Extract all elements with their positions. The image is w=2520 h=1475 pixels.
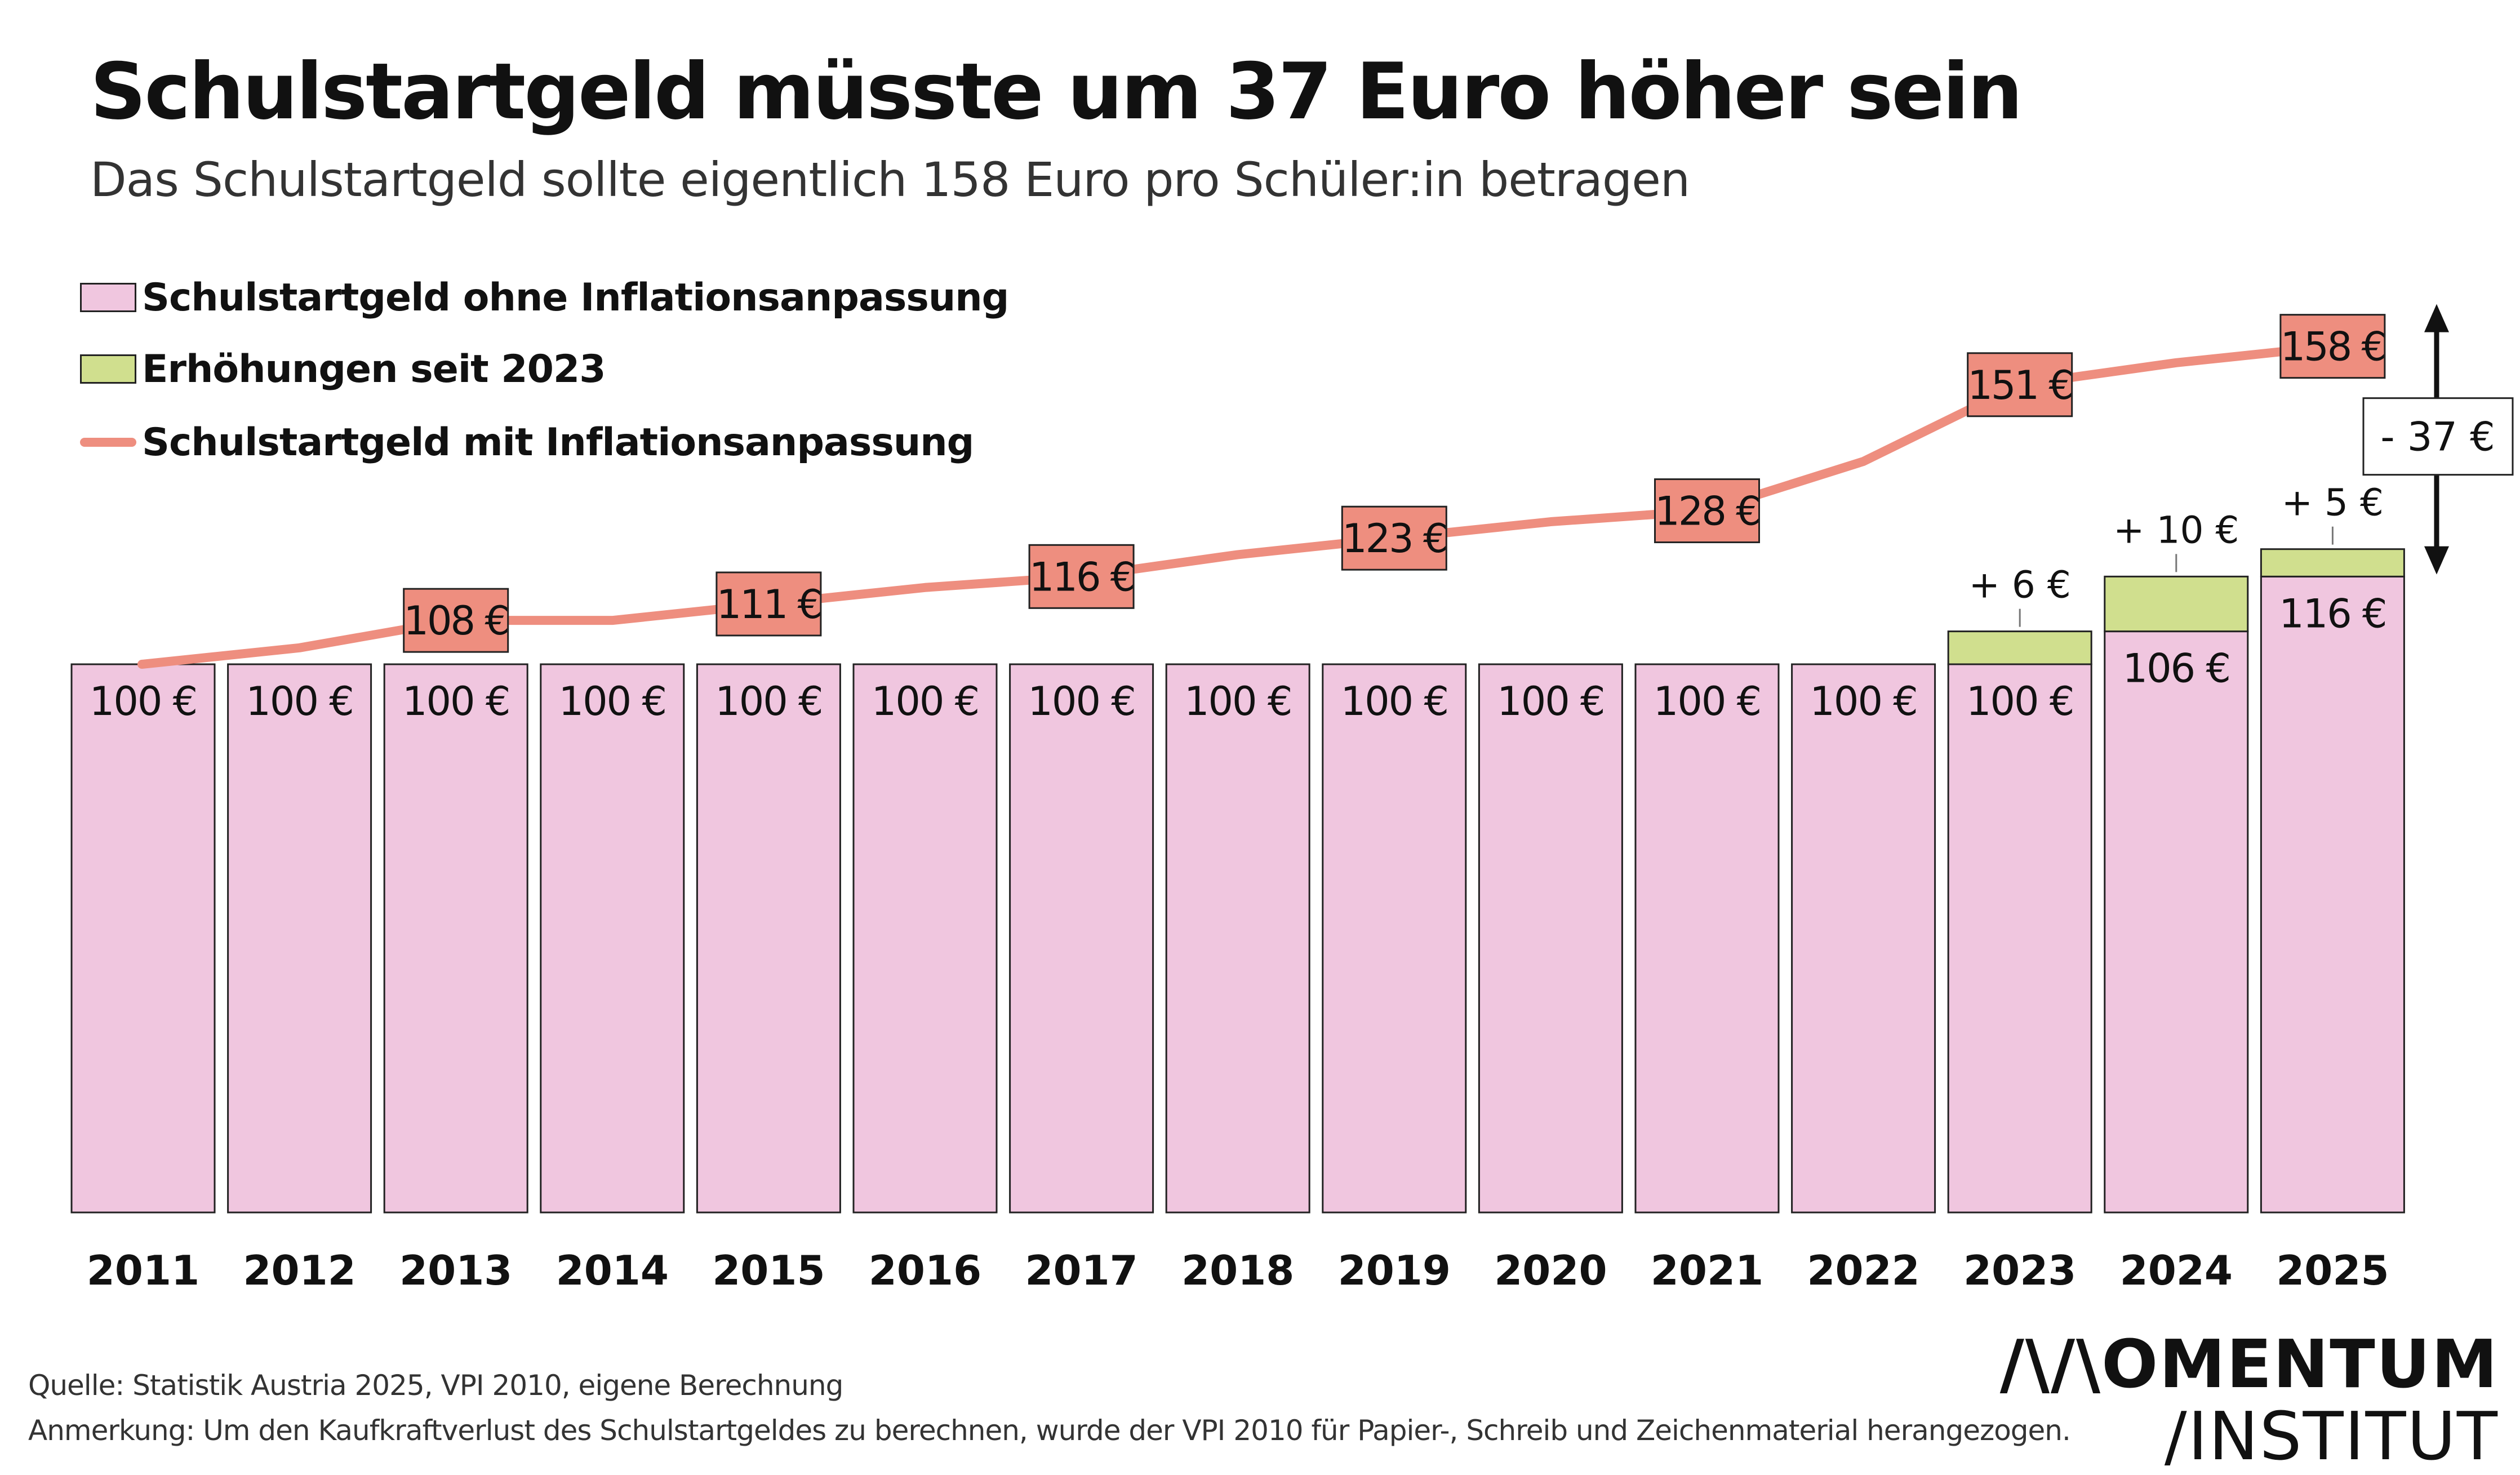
bar-value-label-2020: 100 € [1497, 678, 1604, 725]
line-value-box-2023 [1967, 352, 2073, 417]
bar-base-2011 [70, 663, 216, 1214]
line-value-label-2015: 111 € [717, 581, 821, 628]
x-tick-label-2023: 2023 [1963, 1247, 2076, 1294]
bar-value-label-2024: 106 € [2123, 646, 2230, 692]
gap-arrow-up-icon [2424, 304, 2449, 332]
bar-increase-2023 [1947, 630, 2092, 665]
line-value-label-2023: 151 € [1967, 362, 2072, 408]
x-tick-label-2012: 2012 [243, 1247, 355, 1294]
x-tick-label-2020: 2020 [1494, 1247, 1607, 1294]
line-value-label-2019: 123 € [1342, 516, 1446, 562]
bar-base-2024 [2104, 630, 2249, 1214]
x-tick-label-2016: 2016 [869, 1247, 981, 1294]
line-value-box-2019 [1341, 505, 1447, 571]
bar-value-label-2012: 100 € [246, 678, 353, 725]
bar-base-2020 [1478, 663, 1623, 1214]
momentum-logo-line2: /INSTITUT [2164, 1397, 2499, 1475]
x-tick-label-2018: 2018 [1181, 1247, 1294, 1294]
bar-base-2023 [1947, 663, 2092, 1214]
legend-swatch-base [80, 283, 136, 312]
bar-value-label-2014: 100 € [559, 678, 666, 725]
line-value-box-2013 [403, 588, 509, 653]
bar-base-2016 [852, 663, 998, 1214]
increase-label-2024: + 10 € [2113, 508, 2239, 552]
line-value-label-2025: 158 € [2281, 324, 2385, 370]
bar-base-2017 [1009, 663, 1154, 1214]
bar-value-label-2022: 100 € [1810, 678, 1917, 725]
methodology-note: Anmerkung: Um den Kaufkraftverlust des S… [28, 1414, 2071, 1447]
bar-value-label-2021: 100 € [1654, 678, 1761, 725]
gap-label: - 37 € [2380, 414, 2495, 460]
bar-base-2013 [383, 663, 528, 1214]
x-tick-label-2013: 2013 [399, 1247, 512, 1294]
line-value-box-2015 [715, 571, 822, 637]
bar-base-2025 [2260, 575, 2405, 1214]
legend-line-inflation [80, 438, 136, 447]
line-value-label-2021: 128 € [1655, 488, 1759, 535]
x-tick-label-2014: 2014 [556, 1247, 669, 1294]
x-tick-label-2015: 2015 [712, 1247, 825, 1294]
legend-item-inflation: Schulstartgeld mit Inflationsanpassung [80, 420, 974, 465]
bar-value-label-2025: 116 € [2279, 590, 2386, 637]
x-tick-label-2017: 2017 [1025, 1247, 1137, 1294]
bar-base-2019 [1322, 663, 1467, 1214]
bar-value-label-2019: 100 € [1341, 678, 1448, 725]
legend-swatch-increase [80, 354, 136, 384]
bar-base-2021 [1634, 663, 1780, 1214]
bar-value-label-2011: 100 € [90, 678, 197, 725]
x-tick-label-2024: 2024 [2120, 1247, 2233, 1294]
x-tick-label-2025: 2025 [2276, 1247, 2389, 1294]
gap-arrow-down-icon [2424, 546, 2449, 575]
bar-base-2014 [540, 663, 685, 1214]
bar-value-label-2017: 100 € [1028, 678, 1135, 725]
legend-label-inflation: Schulstartgeld mit Inflationsanpassung [142, 420, 974, 465]
increase-label-2023: + 6 € [1969, 563, 2071, 607]
line-value-box-2025 [2279, 314, 2386, 379]
bar-value-label-2013: 100 € [402, 678, 509, 725]
line-value-label-2013: 108 € [403, 598, 508, 644]
chart-subtitle: Das Schulstartgeld sollte eigentlich 158… [90, 152, 1690, 207]
bar-value-label-2018: 100 € [1184, 678, 1291, 725]
line-value-box-2017 [1028, 544, 1135, 609]
bar-base-2018 [1165, 663, 1310, 1214]
bar-base-2012 [227, 663, 372, 1214]
line-value-label-2017: 116 € [1029, 554, 1134, 600]
legend-label-increase: Erhöhungen seit 2023 [142, 346, 606, 392]
x-tick-label-2011: 2011 [87, 1247, 199, 1294]
legend-label-base: Schulstartgeld ohne Inflationsanpassung [142, 275, 1009, 320]
bar-base-2015 [696, 663, 841, 1214]
x-tick-label-2021: 2021 [1651, 1247, 1763, 1294]
x-tick-label-2019: 2019 [1338, 1247, 1451, 1294]
bar-increase-2025 [2260, 548, 2405, 577]
increase-label-2025: + 5 € [2282, 481, 2384, 525]
chart-title: Schulstartgeld müsste um 37 Euro höher s… [90, 46, 2023, 137]
bar-value-label-2023: 100 € [1966, 678, 2073, 725]
x-tick-label-2022: 2022 [1807, 1247, 1919, 1294]
bar-value-label-2016: 100 € [872, 678, 979, 725]
bar-base-2022 [1791, 663, 1936, 1214]
source-note: Quelle: Statistik Austria 2025, VPI 2010… [28, 1369, 843, 1402]
bar-increase-2024 [2104, 575, 2249, 633]
legend-item-base: Schulstartgeld ohne Inflationsanpassung [80, 275, 1009, 320]
gap-label-box [2362, 397, 2514, 476]
bar-value-label-2015: 100 € [715, 678, 822, 725]
line-value-box-2021 [1654, 478, 1760, 544]
legend-item-increase: Erhöhungen seit 2023 [80, 346, 606, 392]
momentum-logo-line1: /\/\OMENTUM [1999, 1325, 2499, 1403]
